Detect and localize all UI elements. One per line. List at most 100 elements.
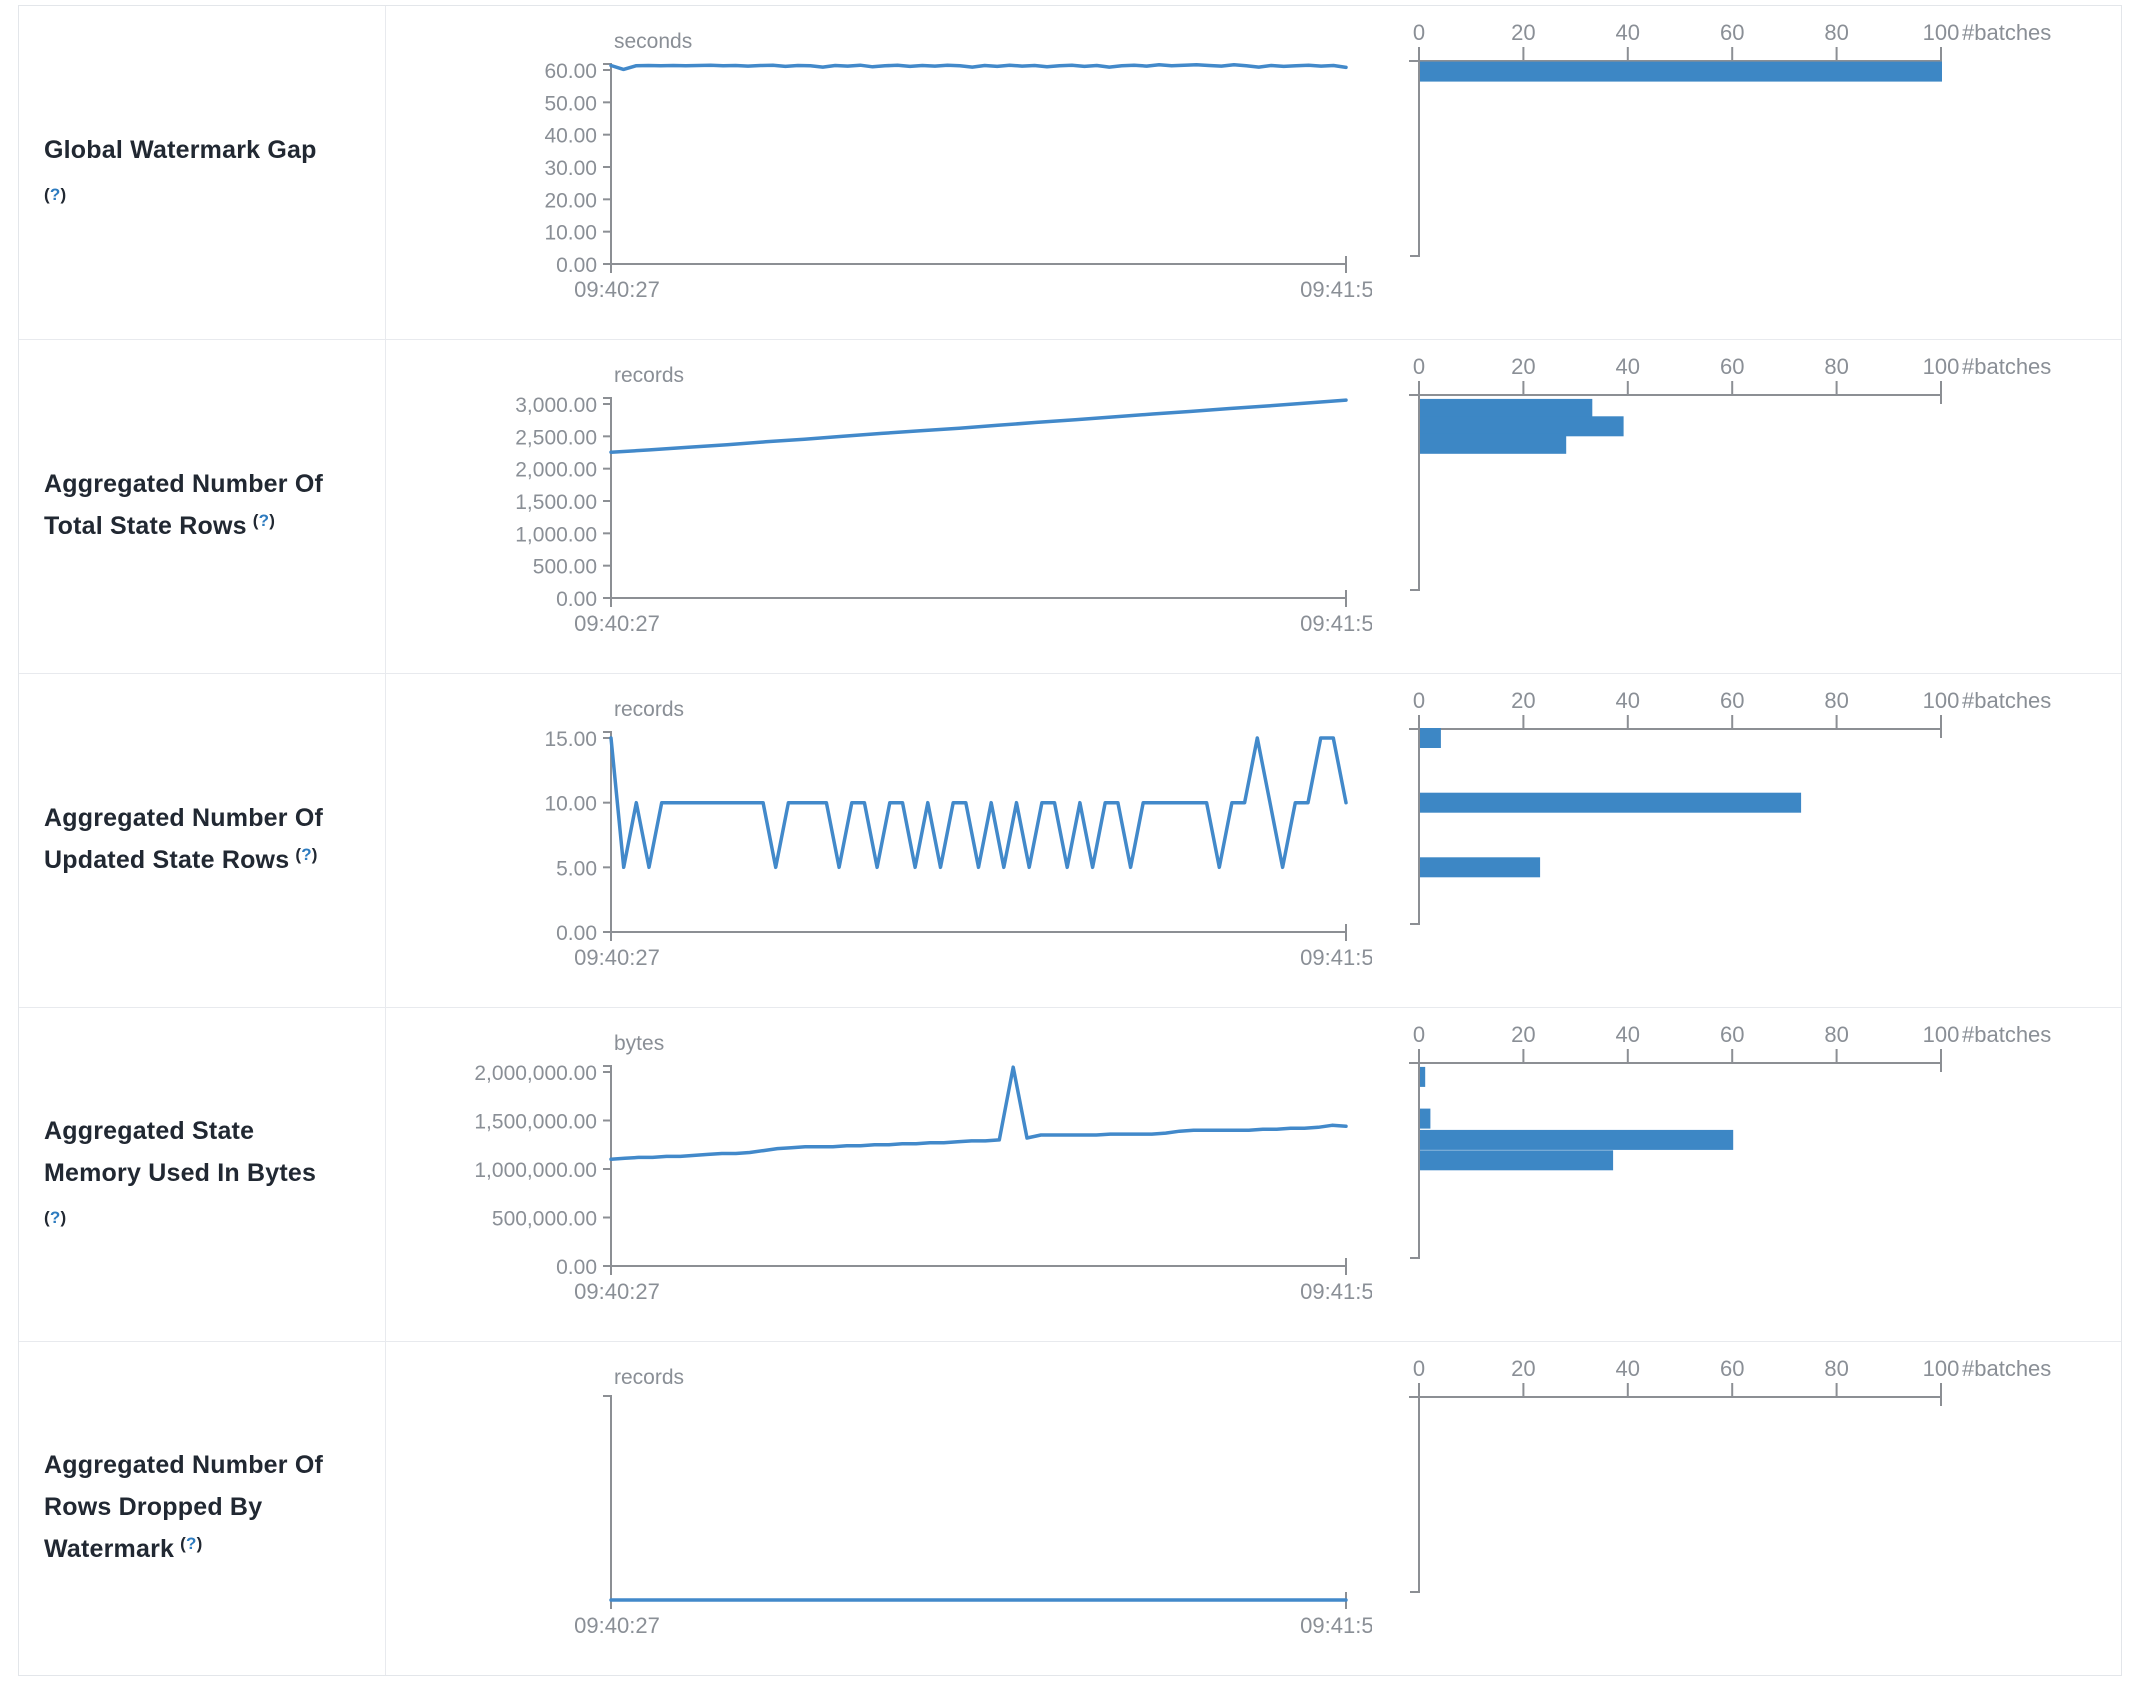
histogram-bar — [1420, 1150, 1614, 1171]
histogram-bar — [1420, 728, 1441, 748]
metric-label-text: Updated State Rows — [44, 846, 290, 874]
histogram-tick-label: 100 — [1923, 20, 1960, 45]
timeline-line-chart: records 09:40:27 09:41:56 — [574, 1366, 1372, 1638]
histogram-cell: 0 20 40 60 80 100 #batches — [1372, 340, 2121, 673]
histogram-left-axis — [1410, 1063, 1420, 1259]
histogram-bar — [1420, 416, 1624, 437]
chart-unit-label: bytes — [614, 1032, 664, 1055]
metric-line — [609, 63, 1348, 72]
x-start-time-label: 09:40:27 — [574, 611, 660, 636]
metric-row-global-watermark-gap: Global Watermark Gap (?) seconds 60.00 50.0… — [19, 6, 2121, 340]
y-axis — [603, 63, 612, 264]
batches-histogram: 0 20 40 60 80 100 #batches — [1409, 1022, 2051, 1259]
histogram-tick-label: 100 — [1923, 688, 1960, 713]
batches-histogram: 0 20 40 60 80 100 #batches — [1409, 1356, 2051, 1593]
help-icon[interactable]: (?) — [295, 845, 318, 864]
histogram-bar — [1420, 1108, 1431, 1129]
y-tick-label: 1,500.00 — [515, 491, 597, 514]
metric-label-line: Aggregated Number Of — [44, 470, 324, 498]
histogram-tick-label: 0 — [1413, 20, 1425, 45]
batches-histogram: 0 20 40 60 80 100 #batches — [1409, 20, 2051, 257]
metric-label-line: Aggregated Number Of — [44, 1451, 324, 1479]
histogram-left-axis — [1410, 729, 1420, 925]
metric-label-line: (?) — [44, 1194, 371, 1239]
y-tick-label: 1,000.00 — [515, 523, 597, 546]
histogram-tick-label: 80 — [1824, 354, 1848, 379]
batches-axis-label: #batches — [1962, 354, 2051, 379]
metric-line — [609, 398, 1348, 454]
y-tick-label: 20.00 — [544, 189, 597, 212]
histogram-tick-label: 40 — [1616, 1356, 1640, 1381]
metric-label-line: Memory Used In Bytes — [44, 1159, 317, 1187]
x-start-time-label: 09:40:27 — [574, 277, 660, 302]
histogram-cell: 0 20 40 60 80 100 #batches — [1372, 6, 2121, 339]
x-end-time-label: 09:41:56 — [1300, 277, 1372, 302]
timeline-chart-cell: records 09:40:27 09:41:56 — [386, 1342, 1372, 1675]
histogram-tick-label: 20 — [1511, 20, 1535, 45]
histogram-bar — [1420, 857, 1541, 878]
chart-unit-label: records — [614, 1366, 684, 1389]
histogram-tick-label: 60 — [1720, 1356, 1744, 1381]
y-axis — [603, 1395, 612, 1600]
help-icon[interactable]: (?) — [180, 1534, 203, 1553]
histogram-tick-label: 60 — [1720, 688, 1744, 713]
histogram-bar — [1420, 398, 1593, 419]
batches-histogram: 0 20 40 60 80 100 #batches — [1409, 688, 2051, 925]
y-tick-label: 2,000,000.00 — [474, 1062, 597, 1085]
y-axis — [603, 731, 612, 932]
histogram-cell: 0 20 40 60 80 100 #batches — [1372, 1008, 2121, 1341]
help-icon[interactable]: (?) — [44, 1208, 67, 1227]
help-icon[interactable]: (?) — [44, 185, 67, 204]
histogram-top-axis — [1409, 728, 1942, 738]
timeline-line-chart: seconds 60.00 50.00 40.00 30.00 20.00 10.00 0.0… — [544, 30, 1372, 302]
x-end-time-label: 09:41:56 — [1300, 1279, 1372, 1304]
y-tick-label: 30.00 — [544, 157, 597, 180]
y-tick-label: 40.00 — [544, 125, 597, 148]
y-axis — [603, 397, 612, 598]
histogram-bar — [1420, 792, 1802, 813]
histogram-cell: 0 20 40 60 80 100 #batches — [1372, 1342, 2121, 1675]
help-icon[interactable]: (?) — [252, 511, 276, 530]
chart-unit-label: records — [614, 364, 684, 387]
question-mark-icon: ? — [49, 1208, 61, 1227]
metric-label-text: Watermark — [44, 1535, 175, 1563]
batches-axis-label: #batches — [1962, 20, 2051, 45]
metric-label-line: Aggregated State — [44, 1117, 255, 1145]
question-mark-icon: ? — [49, 185, 61, 204]
question-mark-icon: ? — [258, 511, 270, 530]
x-end-time-label: 09:41:56 — [1300, 945, 1372, 970]
question-mark-icon: ? — [185, 1534, 197, 1553]
x-end-time-label: 09:41:56 — [1300, 1613, 1372, 1638]
histogram-tick-label: 0 — [1413, 1356, 1425, 1381]
histogram-tick-label: 20 — [1511, 354, 1535, 379]
histogram-left-axis — [1410, 1397, 1420, 1593]
histogram-tick-label: 40 — [1616, 20, 1640, 45]
histogram-tick-label: 0 — [1413, 1022, 1425, 1047]
timeline-chart-cell: seconds 60.00 50.00 40.00 30.00 20.00 10.00 0.0… — [386, 6, 1372, 339]
timeline-line-chart: bytes 2,000,000.00 1,500,000.00 1,000,000.0… — [474, 1032, 1372, 1304]
timeline-chart-cell: records 15.00 10.00 5.00 0.00 09:40:27 09:41:5… — [386, 674, 1372, 1007]
histogram-tick-label: 100 — [1923, 1022, 1960, 1047]
metric-row-updated-state-rows: Aggregated Number Of Updated State Rows (?… — [19, 674, 2121, 1008]
y-tick-label: 15.00 — [544, 728, 597, 751]
histogram-tick-label: 80 — [1824, 688, 1848, 713]
histogram-tick-label: 20 — [1511, 688, 1535, 713]
chart-unit-label: records — [614, 698, 684, 721]
streaming-statistics-table: Global Watermark Gap (?) seconds 60.00 50.0… — [18, 5, 2122, 1676]
y-tick-label: 0.00 — [556, 588, 597, 611]
histogram-tick-label: 0 — [1413, 354, 1425, 379]
histogram-cell: 0 20 40 60 80 100 #batches — [1372, 674, 2121, 1007]
y-tick-label: 10.00 — [544, 222, 597, 245]
histogram-top-axis — [1409, 1062, 1942, 1072]
histogram-tick-label: 40 — [1616, 354, 1640, 379]
timeline-chart-cell: bytes 2,000,000.00 1,500,000.00 1,000,000.0… — [386, 1008, 1372, 1341]
metric-label-line: Watermark (?) — [44, 1528, 371, 1573]
metric-label: Aggregated Number Of Updated State Rows (?… — [19, 674, 386, 1007]
x-end-time-label: 09:41:56 — [1300, 611, 1372, 636]
histogram-tick-label: 80 — [1824, 20, 1848, 45]
y-tick-label: 1,000,000.00 — [474, 1159, 597, 1182]
batches-histogram: 0 20 40 60 80 100 #batches — [1409, 354, 2051, 591]
histogram-left-axis — [1410, 395, 1420, 591]
x-axis — [611, 256, 1347, 265]
histogram-tick-label: 20 — [1511, 1022, 1535, 1047]
